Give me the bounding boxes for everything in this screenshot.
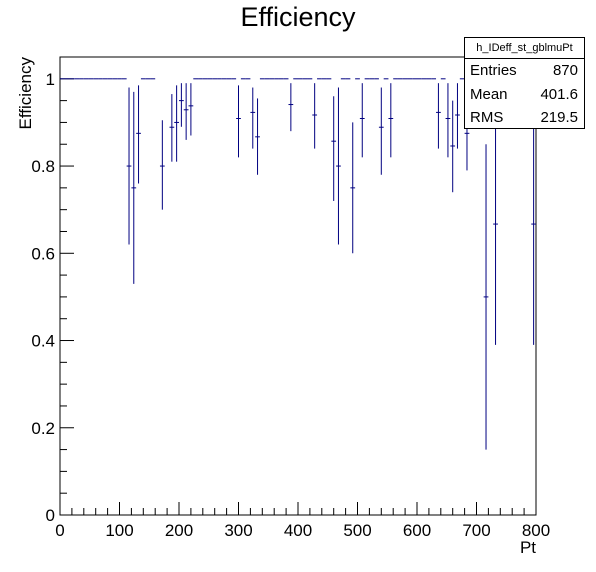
- data-point: [188, 83, 194, 136]
- y-tick-label: 0.8: [31, 157, 55, 176]
- stats-value: 870: [552, 62, 578, 79]
- data-point: [483, 144, 489, 450]
- x-tick-label: 600: [403, 521, 431, 540]
- stats-box: h_IDeff_st_gblmuPt Entries 870 Mean 401.…: [464, 37, 585, 129]
- data-point: [531, 104, 536, 345]
- y-tick-label: 0: [46, 506, 55, 525]
- x-tick-label: 100: [105, 521, 133, 540]
- data-point: [126, 87, 132, 245]
- data-point: [312, 83, 318, 149]
- data-point: [174, 85, 179, 162]
- stats-label: RMS: [470, 109, 504, 126]
- data-point: [131, 91, 137, 284]
- x-axis-label: Pt: [520, 538, 536, 557]
- x-tick-label: 800: [522, 521, 550, 540]
- data-point: [336, 87, 341, 245]
- data-point: [359, 83, 365, 158]
- data-point: [136, 85, 141, 184]
- data-point: [169, 94, 175, 162]
- data-point: [378, 87, 384, 175]
- data-point: [236, 85, 241, 158]
- stats-row-entries: Entries 870: [465, 59, 584, 83]
- data-point: [450, 100, 456, 193]
- x-tick-label: 200: [165, 521, 193, 540]
- data-point: [455, 83, 460, 149]
- data-point: [331, 96, 337, 201]
- x-tick-label: 0: [55, 521, 64, 540]
- stats-row-rms: RMS 219.5: [465, 106, 584, 130]
- data-point: [388, 83, 394, 158]
- chart-title: Efficiency: [240, 2, 356, 32]
- data-point: [288, 83, 294, 132]
- data-point: [159, 120, 165, 210]
- data-point: [255, 98, 260, 175]
- x-tick-label: 400: [284, 521, 312, 540]
- x-tick-label: 700: [462, 521, 490, 540]
- y-tick-label: 0.2: [31, 419, 55, 438]
- y-tick-label: 0.4: [31, 332, 55, 351]
- stats-label: Entries: [470, 62, 517, 79]
- stats-value: 401.6: [540, 85, 578, 103]
- data-point: [445, 83, 451, 158]
- data-point: [250, 87, 256, 149]
- stats-label: Mean: [470, 85, 508, 103]
- y-tick-label: 0.6: [31, 244, 55, 263]
- data-point: [436, 83, 441, 149]
- y-tick-label: 1: [46, 70, 55, 89]
- x-tick-label: 500: [343, 521, 371, 540]
- stats-row-mean: Mean 401.6: [465, 83, 584, 107]
- data-point: [179, 83, 184, 127]
- stats-value: 219.5: [540, 109, 578, 126]
- y-axis-label: Efficiency: [16, 57, 35, 130]
- data-point: [493, 104, 498, 345]
- data-point: [350, 122, 356, 254]
- x-tick-label: 300: [224, 521, 252, 540]
- stats-histogram-name: h_IDeff_st_gblmuPt: [465, 38, 584, 59]
- data-point: [183, 83, 189, 140]
